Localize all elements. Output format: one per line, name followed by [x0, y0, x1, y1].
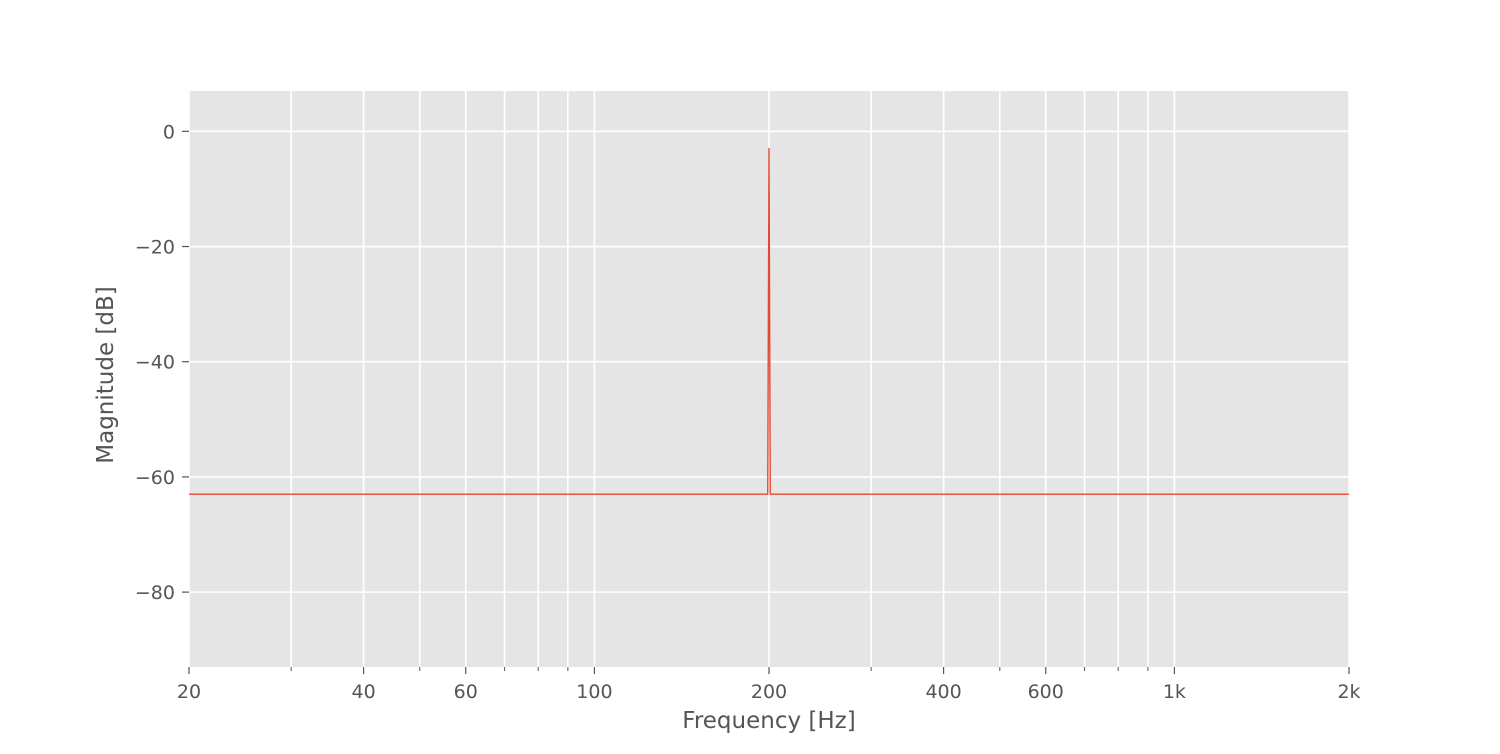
spectrum-line [189, 147, 1349, 495]
y-axis-label: Magnitude [dB] [93, 286, 119, 464]
x-tick-label: 600 [1028, 681, 1064, 703]
y-tick-label: −80 [135, 582, 175, 604]
y-tick-label: −20 [135, 237, 175, 259]
x-tick-label: 1k [1163, 681, 1186, 703]
y-tick-label: −60 [135, 467, 175, 489]
x-tick-label: 40 [352, 681, 376, 703]
x-tick-label: 100 [576, 681, 612, 703]
x-tick-label: 2k [1337, 681, 1360, 703]
x-tick-label: 400 [925, 681, 961, 703]
x-tick-label: 20 [177, 681, 201, 703]
y-tick-label: 0 [163, 121, 175, 143]
x-axis-label: Frequency [Hz] [682, 708, 855, 734]
x-tick-label: 60 [454, 681, 478, 703]
axis-ticks: 20 40 60 100 200 400 600 1k 2k 0 −20 −40 −60 −80 [135, 121, 1361, 703]
grid-lines [188, 91, 1350, 667]
series-layer [189, 147, 1349, 495]
y-tick-label: −40 [135, 352, 175, 374]
x-tick-label: 200 [751, 681, 787, 703]
